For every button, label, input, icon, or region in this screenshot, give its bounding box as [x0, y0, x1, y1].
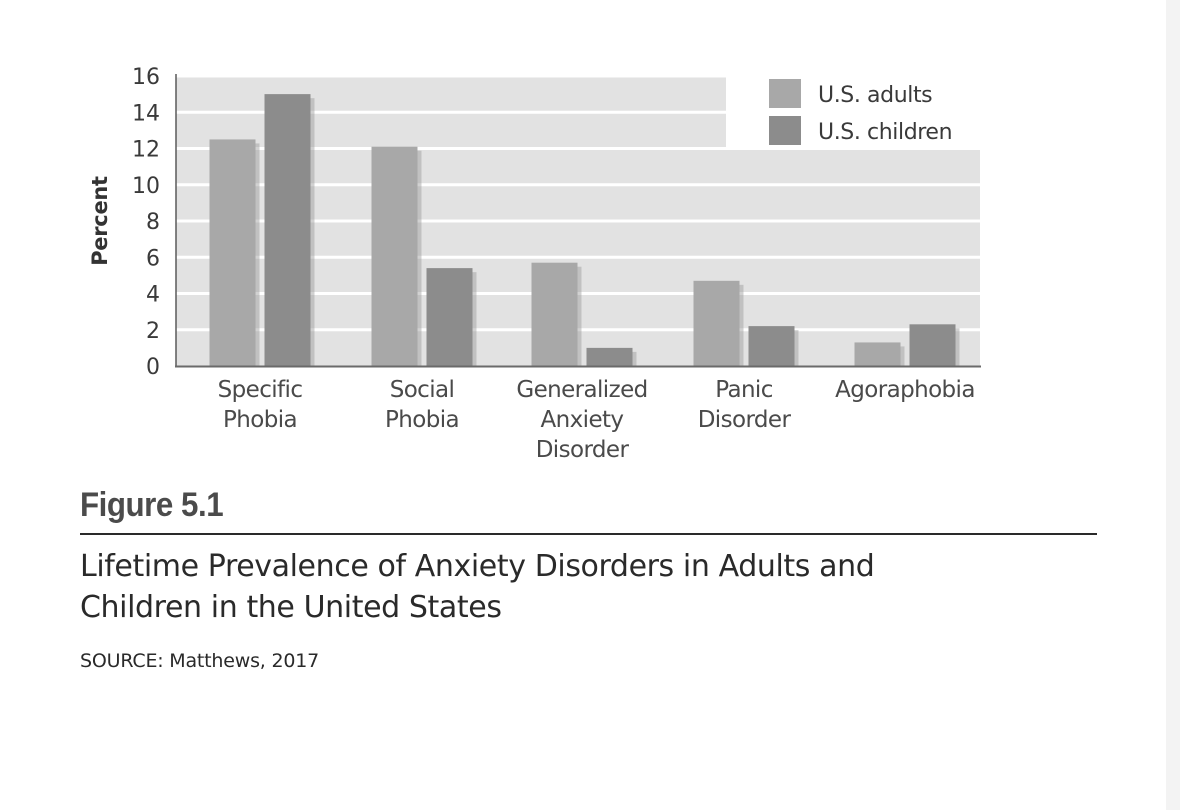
y-tick-label: 14: [132, 101, 160, 126]
bar-adults-2: [531, 262, 578, 366]
bar-children-3: [748, 326, 795, 366]
bars: [209, 94, 960, 366]
figure-label: Figure 5.1: [80, 486, 224, 524]
category-label: Anxiety: [541, 407, 624, 433]
legend-label: U.S. children: [818, 120, 952, 145]
legend-label: U.S. adults: [818, 83, 932, 108]
y-tick-label: 16: [132, 65, 160, 90]
figure-title-line-1: Lifetime Prevalence of Anxiety Disorders…: [80, 549, 875, 584]
bar-adults-0: [209, 139, 256, 366]
category-label: Specific: [218, 377, 303, 403]
bar-children-0: [264, 94, 311, 366]
category-label: Social: [390, 377, 455, 403]
y-tick-labels: 0 2 4 6 8 10 12 14 16: [132, 65, 160, 380]
y-axis-label: Percent: [88, 176, 112, 266]
legend-swatch: [769, 116, 801, 145]
bar-adults-4: [854, 342, 901, 366]
bar-chart: 0 2 4 6 8 10 12 14 16 Specific Phobia Social Phobia…: [88, 65, 981, 463]
category-label: Agoraphobia: [835, 377, 975, 403]
bar-children-1: [426, 268, 473, 366]
y-tick-label: 12: [132, 138, 160, 163]
figure-source: SOURCE: Matthews, 2017: [80, 650, 320, 672]
y-tick-label: 0: [146, 355, 160, 380]
category-label: Phobia: [223, 407, 297, 433]
category-label: Generalized: [516, 377, 647, 403]
y-tick-label: 8: [146, 210, 160, 235]
figure-title: Lifetime Prevalence of Anxiety Disorders…: [80, 546, 1080, 628]
category-label: Disorder: [698, 407, 792, 433]
legend-swatch: [769, 79, 801, 108]
category-label: Disorder: [536, 437, 630, 463]
legend: U.S. adults U.S. children: [726, 76, 980, 150]
category-label: Phobia: [385, 407, 459, 433]
legend-box: [726, 76, 980, 150]
y-tick-label: 2: [146, 319, 160, 344]
page-edge-strip: [1166, 0, 1180, 810]
bar-adults-1: [371, 146, 418, 366]
y-tick-label: 10: [132, 174, 160, 199]
bar-children-4: [909, 324, 956, 366]
category-labels: Specific Phobia Social Phobia Generalized Anx…: [218, 377, 976, 463]
bar-adults-3: [693, 280, 740, 366]
y-tick-label: 4: [146, 283, 160, 308]
bar-children-2: [586, 347, 633, 366]
figure-divider: [80, 533, 1097, 535]
category-label: Panic: [715, 377, 773, 403]
y-tick-label: 6: [146, 246, 160, 271]
figure-title-line-2: Children in the United States: [80, 590, 502, 625]
